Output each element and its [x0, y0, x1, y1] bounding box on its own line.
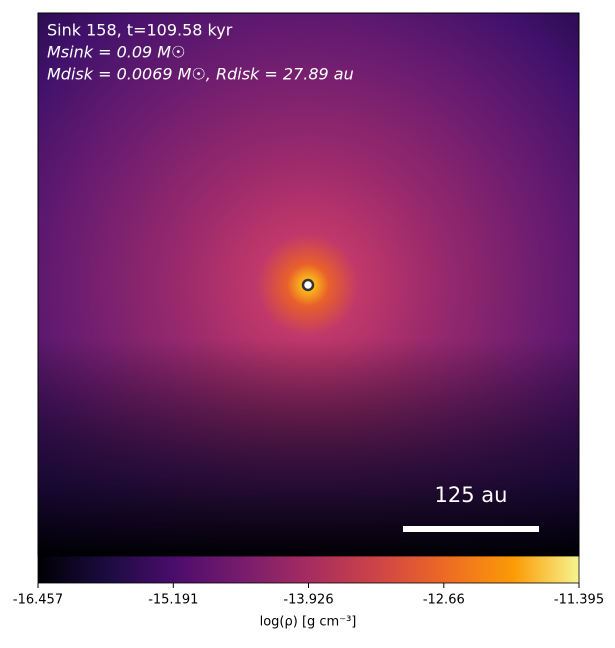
annotation: Sink 158, t=109.58 kyr	[47, 21, 233, 40]
colorbar-tick-label: -13.926	[283, 593, 333, 608]
colorbar-tick-label: -15.191	[148, 593, 198, 608]
annotation: Msink = 0.09 M☉	[47, 43, 185, 62]
scale-bar-label: 125 au	[435, 483, 508, 507]
annotation: Mdisk = 0.0069 M☉, Rdisk = 27.89 au	[47, 65, 354, 84]
colorbar	[37, 555, 580, 584]
colorbar-tick-label: -16.457	[13, 593, 63, 608]
colorbar-tick-label: -12.66	[423, 593, 465, 608]
scale-bar	[403, 526, 539, 532]
colorbar-tick-label: -11.395	[554, 593, 604, 608]
sink-marker	[301, 278, 315, 292]
colorbar-label: log(ρ) [g cm⁻³]	[260, 615, 357, 630]
